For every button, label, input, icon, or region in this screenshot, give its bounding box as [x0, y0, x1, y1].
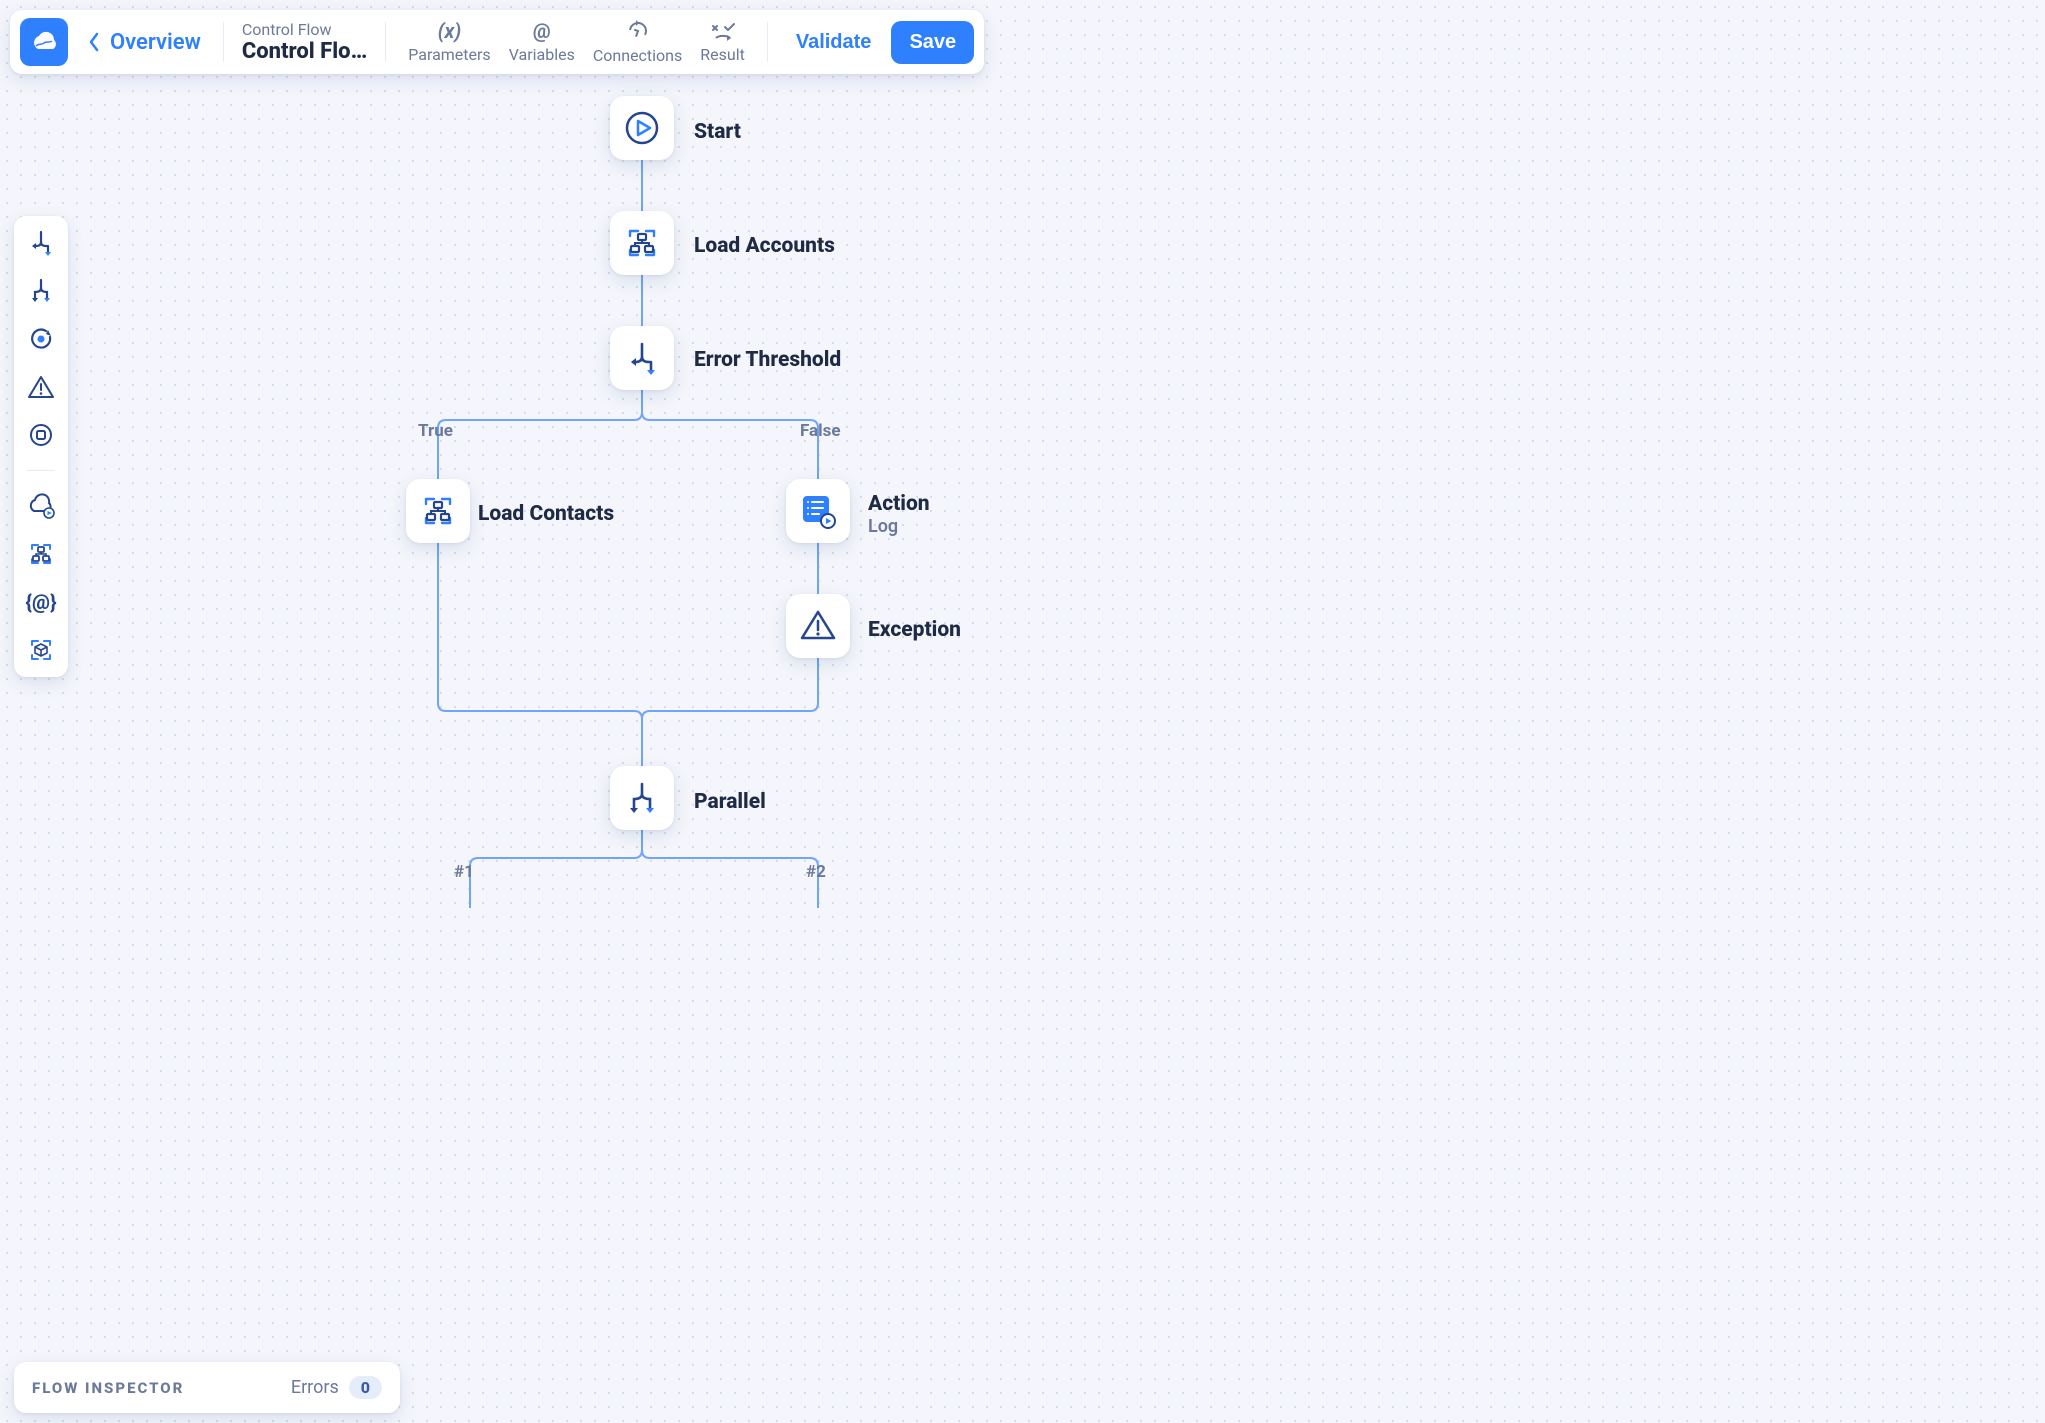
flow-node-actionLog[interactable] — [786, 479, 850, 543]
chevron-left-icon — [88, 32, 100, 52]
divider — [385, 22, 386, 62]
save-button[interactable]: Save — [891, 21, 974, 64]
node-label: Load Contacts — [478, 502, 614, 526]
tool-parameters[interactable]: (x) Parameters — [408, 21, 490, 64]
flow-node-loadAccounts[interactable] — [610, 211, 674, 275]
breadcrumb: Control Flow Control Flo… — [232, 20, 377, 64]
palette-loop[interactable] — [24, 322, 58, 356]
tool-connections[interactable]: Connections — [593, 20, 682, 65]
palette-expression[interactable]: {@} — [24, 585, 58, 619]
node-label: Start — [694, 120, 741, 144]
palette-cloud-run[interactable] — [24, 489, 58, 523]
palette-exception[interactable] — [24, 370, 58, 404]
toolbar: Overview Control Flow Control Flo… (x) P… — [10, 10, 984, 74]
parameters-icon: (x) — [438, 21, 461, 41]
palette-separator — [27, 470, 55, 471]
edge-label: False — [800, 421, 841, 441]
cloud-icon — [29, 31, 59, 53]
breadcrumb-title[interactable]: Control Flo… — [242, 39, 367, 64]
divider — [767, 22, 768, 62]
flow-node-errorThreshold[interactable] — [610, 326, 674, 390]
flow-node-parallel[interactable] — [610, 766, 674, 830]
edge-label: #1 — [454, 862, 474, 882]
tool-label: Connections — [593, 46, 682, 65]
node-label: Parallel — [694, 790, 766, 814]
divider — [223, 22, 224, 62]
edge-label: #2 — [806, 862, 826, 882]
inspector-error-count: 0 — [349, 1376, 382, 1399]
palette-parallel[interactable] — [24, 274, 58, 308]
breadcrumb-category: Control Flow — [242, 20, 367, 39]
overview-label: Overview — [110, 30, 201, 55]
node-label: Load Accounts — [694, 234, 835, 258]
flow-node-start[interactable] — [610, 96, 674, 160]
tool-label: Variables — [509, 45, 575, 64]
node-sublabel: Log — [868, 516, 898, 537]
palette-sub-flow[interactable] — [24, 537, 58, 571]
palette-package[interactable] — [24, 633, 58, 667]
overview-nav[interactable]: Overview — [82, 30, 215, 55]
node-label: Action — [868, 492, 930, 516]
inspector-errors-label: Errors — [291, 1377, 339, 1398]
palette-branch[interactable] — [24, 226, 58, 260]
flow-canvas[interactable]: Start Load Accounts Error Threshold Load Co… — [0, 0, 2045, 1423]
flow-node-exception[interactable] — [786, 594, 850, 658]
node-label: Exception — [868, 618, 961, 642]
edge-label: True — [418, 421, 453, 441]
variables-icon: @ — [533, 21, 551, 41]
tool-group: (x) Parameters @ Variables Connections R… — [394, 20, 759, 65]
app-logo[interactable] — [20, 18, 68, 66]
tool-variables[interactable]: @ Variables — [509, 21, 575, 64]
node-label: Error Threshold — [694, 348, 841, 372]
tool-label: Parameters — [408, 45, 490, 64]
validate-button[interactable]: Validate — [790, 30, 878, 55]
connections-icon — [627, 20, 649, 42]
result-icon — [710, 21, 736, 41]
flow-node-loadContacts[interactable] — [406, 479, 470, 543]
tool-label: Result — [700, 45, 745, 64]
tool-result[interactable]: Result — [700, 21, 745, 64]
inspector-title: FLOW INSPECTOR — [32, 1379, 184, 1397]
flow-inspector[interactable]: FLOW INSPECTOR Errors 0 — [14, 1362, 400, 1413]
node-palette: {@} — [14, 216, 68, 677]
palette-stop[interactable] — [24, 418, 58, 452]
